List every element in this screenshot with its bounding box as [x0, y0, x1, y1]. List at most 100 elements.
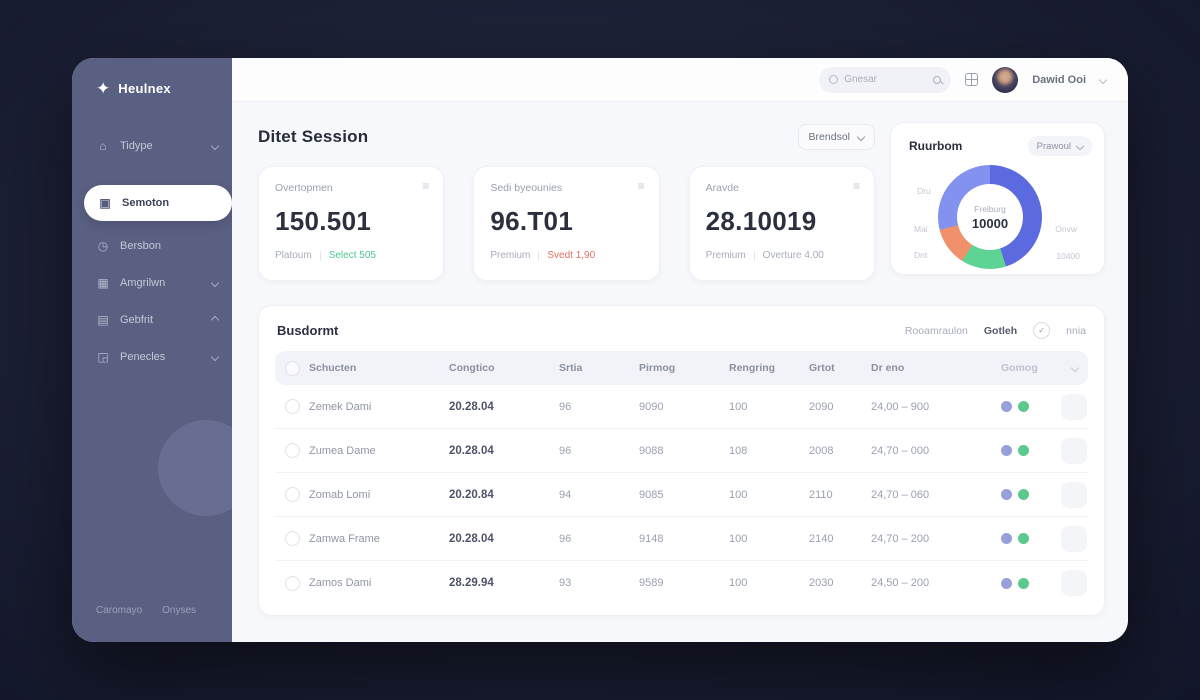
row-action-button[interactable]	[1061, 393, 1087, 420]
col-header[interactable]: Dr eno	[871, 362, 905, 374]
donut-card-title: Ruurbom	[909, 139, 963, 153]
chevron-down-icon[interactable]	[1098, 75, 1108, 84]
table-meta: Rooamraulon Gotleh ✓ nnia	[905, 322, 1086, 339]
table-meta-gray: Rooamraulon	[904, 324, 968, 337]
divider	[753, 250, 755, 261]
cell-range: 24,70 – 060	[871, 488, 930, 501]
table-row[interactable]: Zumea Dame 20.28.04 96 9088 108 2008 24,…	[275, 429, 1088, 473]
row-checkbox[interactable]	[285, 531, 300, 546]
stat-foot-right: Overture 4.00	[762, 250, 824, 261]
row-checkbox[interactable]	[285, 487, 300, 502]
status-badges	[1001, 445, 1061, 456]
col-header[interactable]: Congtico	[449, 362, 495, 374]
chevron-down-icon	[210, 352, 220, 362]
sidebar-item-1-active[interactable]: ▣ Semoton	[84, 185, 232, 221]
sidebar-item-label: Bersbon	[120, 240, 161, 252]
dashboard-body: Ditet Session Brendsol Overtopmen ≡ 150.…	[232, 102, 1128, 281]
cell-status: 2030	[809, 577, 834, 589]
donut-dropdown-label: Prawoul	[1036, 140, 1071, 152]
cell-name: Zamos Dami	[309, 577, 372, 589]
cell-name: Zomab Lomi	[309, 488, 371, 501]
col-header[interactable]: Srtia	[559, 362, 583, 374]
row-action-button[interactable]	[1061, 481, 1087, 508]
table-row[interactable]: Zemek Dami 20.28.04 96 9090 100 2090 24,…	[275, 385, 1088, 429]
clock-icon: ◷	[97, 239, 109, 253]
badge-green	[1018, 533, 1029, 544]
apps-grid-icon[interactable]	[965, 73, 979, 86]
cell-ranking: 100	[729, 577, 748, 589]
cell-status: 2090	[809, 400, 834, 413]
cell-date: 20.28.04	[449, 400, 494, 413]
table-row[interactable]: Zamwa Frame 20.28.04 96 9148 100 2140 24…	[275, 517, 1088, 561]
stat-card-1: Sedi byeounies ≡ 96.T01 Premium Svedt 1,…	[473, 166, 660, 281]
col-header[interactable]: Grtot	[809, 362, 835, 374]
app-window: ✦ Heulnex ⌂ Tidype ▣ Semoton ◷ Bersbon ▦…	[72, 58, 1128, 642]
row-action-button[interactable]	[1061, 437, 1087, 464]
stat-foot-left: Premium	[490, 250, 531, 261]
col-header[interactable]: Pirmog	[639, 362, 676, 374]
donut-label: Dnt	[914, 250, 928, 260]
chevron-down-icon	[210, 278, 220, 288]
card-menu-icon[interactable]: ≡	[852, 179, 860, 193]
footer-link[interactable]: Onyses	[162, 605, 197, 616]
left-column: Ditet Session Brendsol Overtopmen ≡ 150.…	[258, 122, 875, 281]
sidebar-item-4[interactable]: ▤ Gebfrit	[72, 303, 232, 337]
select-all-checkbox[interactable]	[285, 360, 300, 376]
avatar[interactable]	[992, 66, 1019, 93]
cell-pricing: 9088	[639, 444, 664, 457]
cell-pricing: 9589	[639, 577, 664, 589]
stat-foot-left: Premium	[705, 250, 746, 261]
stat-foot-right: Select 505	[328, 250, 376, 261]
footer-link[interactable]: Caromayo	[96, 605, 143, 616]
table-meta-small: nnia	[1066, 324, 1086, 337]
donut-card: Ruurbom Prawoul Freiburg 10000 Dru Mai D…	[890, 122, 1105, 275]
row-checkbox[interactable]	[285, 399, 300, 414]
check-circle-icon[interactable]: ✓	[1033, 322, 1051, 339]
chevron-up-icon	[210, 315, 220, 325]
sidebar-item-2[interactable]: ◷ Bersbon	[72, 229, 232, 263]
sidebar-item-3[interactable]: ▦ Amgrilwn	[72, 266, 232, 300]
sidebar-item-label: Semoton	[122, 197, 170, 209]
row-checkbox[interactable]	[285, 443, 300, 458]
stat-footer: Premium Svedt 1,90	[490, 250, 642, 261]
col-header[interactable]: Gomog	[1001, 362, 1038, 374]
badge-lavender	[1001, 445, 1012, 456]
row-checkbox[interactable]	[285, 575, 300, 591]
row-action-button[interactable]	[1061, 570, 1087, 596]
stat-footer: Premium Overture 4.00	[706, 250, 858, 261]
donut-dropdown[interactable]: Prawoul	[1027, 136, 1092, 156]
badge-green	[1018, 577, 1029, 589]
cell-range: 24,70 – 200	[871, 532, 930, 545]
status-badges	[1001, 533, 1061, 544]
col-header[interactable]: Schucten	[309, 362, 357, 374]
donut-label: Dru	[917, 186, 931, 196]
cell-status: 2140	[809, 532, 834, 545]
table-title: Busdormt	[277, 323, 339, 338]
stat-value: 28.10019	[705, 206, 817, 236]
divider	[319, 250, 321, 261]
cell-range: 24,70 – 000	[871, 444, 930, 457]
stat-cards-row: Overtopmen ≡ 150.501 Platoum Select 505 …	[258, 166, 875, 281]
sidebar-item-label: Gebfrit	[120, 314, 154, 326]
sidebar-item-5[interactable]: ◲ Penecles	[72, 340, 232, 374]
search-input[interactable]: Gnesar	[819, 66, 952, 93]
chevron-down-icon	[856, 132, 866, 142]
card-menu-icon[interactable]: ≡	[422, 179, 430, 193]
home-icon: ⌂	[99, 139, 107, 153]
calendar-icon: ▦	[97, 276, 109, 290]
table-row[interactable]: Zomab Lomi 20.20.84 94 9085 100 2110 24,…	[275, 473, 1088, 517]
table-meta-filter[interactable]: Gotleh	[983, 324, 1018, 337]
col-header[interactable]: Rengring	[729, 362, 776, 374]
cell-status: 2008	[809, 444, 834, 457]
chevron-down-icon	[210, 141, 220, 151]
table-row[interactable]: Zamos Dami 28.29.94 93 9589 100 2030 24,…	[275, 561, 1088, 605]
card-menu-icon[interactable]: ≡	[637, 179, 645, 193]
cell-site: 96	[559, 444, 572, 457]
filter-dropdown[interactable]: Brendsol	[797, 124, 875, 150]
sidebar-item-0[interactable]: ⌂ Tidype	[72, 129, 232, 163]
cell-site: 93	[559, 577, 572, 589]
cell-date: 20.28.04	[449, 532, 494, 545]
row-action-button[interactable]	[1061, 525, 1087, 552]
chevron-down-icon[interactable]	[1070, 363, 1080, 373]
sidebar-nav: ⌂ Tidype ▣ Semoton ◷ Bersbon ▦ Amgrilwn …	[72, 129, 232, 374]
